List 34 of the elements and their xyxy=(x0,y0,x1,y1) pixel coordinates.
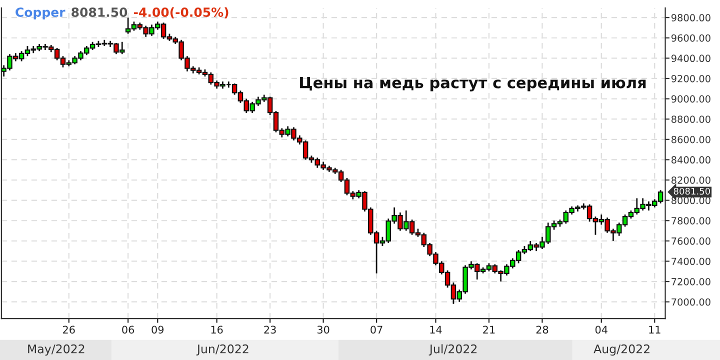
y-tick-label: 7000.00 xyxy=(672,298,710,306)
x-tick-label: 26 xyxy=(63,326,75,334)
x-tick-label: 09 xyxy=(152,326,164,334)
x-tick-label: 16 xyxy=(211,326,223,334)
x-tick-label: 28 xyxy=(536,326,548,334)
x-tick-label: 07 xyxy=(370,326,382,334)
chart-title: Copper 8081.50 -4.00(-0.05%) xyxy=(16,7,228,20)
y-tick-label: 8000.00 xyxy=(671,196,710,204)
text: Jun/2022 xyxy=(196,344,248,356)
x-tick-label: 04 xyxy=(595,326,608,334)
text: Aug/2022 xyxy=(594,344,650,356)
text: May/2022 xyxy=(28,344,84,356)
y-tick-label: 8200.00 xyxy=(671,176,710,184)
y-tick-label: 8800.00 xyxy=(671,116,710,123)
y-tick-label: 9800.00 xyxy=(671,14,710,22)
x-tick-label: 30 xyxy=(317,326,330,334)
y-tick-label: 9400.00 xyxy=(671,54,710,62)
x-tick-label: 11 xyxy=(649,326,660,334)
x-tick-label: 14 xyxy=(430,326,442,334)
y-tick-label: 7200.00 xyxy=(672,278,710,286)
y-tick-label: 8400.00 xyxy=(671,156,710,164)
annotation: Цены на медь растут с середины июля xyxy=(300,76,646,92)
x-tick-label: 06 xyxy=(122,326,134,334)
y-tick-label: 7600.00 xyxy=(672,237,710,245)
text: Jul/2022 xyxy=(428,344,477,356)
x-tick-label: 23 xyxy=(264,326,276,334)
text: 8081.50 xyxy=(674,188,710,195)
y-tick-label: 9000.00 xyxy=(671,95,710,103)
y-tick-label: 9600.00 xyxy=(671,34,710,42)
y-tick-label: 9200.00 xyxy=(671,74,710,82)
x-tick-label: 21 xyxy=(483,326,495,334)
y-tick-label: 7400.00 xyxy=(672,258,710,266)
y-tick-label: 8600.00 xyxy=(671,136,710,144)
y-tick-label: 7800.00 xyxy=(672,217,710,224)
